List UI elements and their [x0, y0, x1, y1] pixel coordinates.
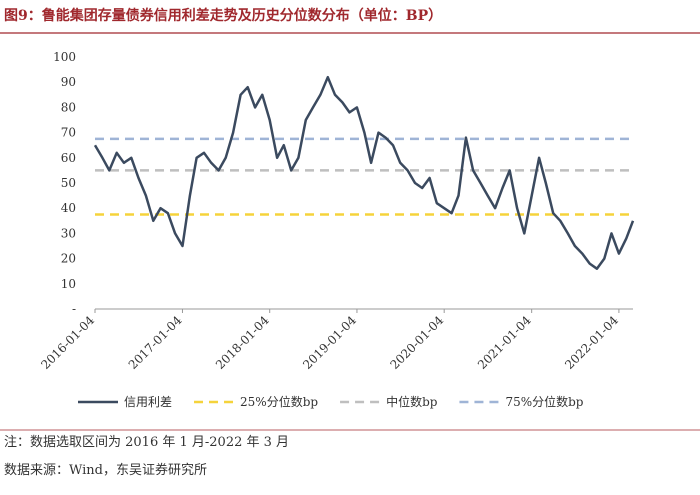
legend-label: 中位数bp — [386, 394, 438, 409]
legend-label: 25%分位数bp — [240, 394, 318, 409]
series-line — [93, 75, 635, 270]
y-tick-label: 70 — [61, 126, 76, 140]
note: 注：数据选取区间为 2016 年 1 月-2022 年 3 月 — [4, 435, 289, 450]
y-tick-label: 100 — [53, 50, 76, 64]
y-tick-label: 40 — [61, 201, 76, 215]
x-tick-label: 2018-01-04 — [213, 313, 272, 372]
y-tick-label: 90 — [61, 75, 76, 89]
source: 数据来源：Wind，东吴证券研究所 — [4, 462, 207, 478]
y-tick-label: 20 — [61, 252, 76, 266]
chart-title: 图9：鲁能集团存量债券信用利差走势及历史分位数分布（单位：BP） — [4, 7, 442, 24]
x-tick-label: 2022-01-04 — [562, 313, 621, 372]
legend-label: 信用利差 — [124, 395, 172, 409]
x-tick-label: 2019-01-04 — [300, 313, 359, 372]
x-tick-label: 2021-01-04 — [475, 313, 534, 372]
y-tick-label: 60 — [61, 151, 76, 165]
legend-label: 75%分位数bp — [505, 394, 583, 409]
y-tick-label: 30 — [61, 226, 76, 240]
y-tick-label: 80 — [61, 100, 76, 114]
y-tick-label: 10 — [61, 277, 76, 291]
x-tick-label: 2016-01-04 — [38, 313, 97, 372]
y-tick-label: 50 — [61, 176, 76, 190]
y-tick-label: - — [72, 302, 76, 316]
x-tick-label: 2017-01-04 — [126, 313, 185, 372]
x-tick-label: 2020-01-04 — [387, 313, 446, 372]
